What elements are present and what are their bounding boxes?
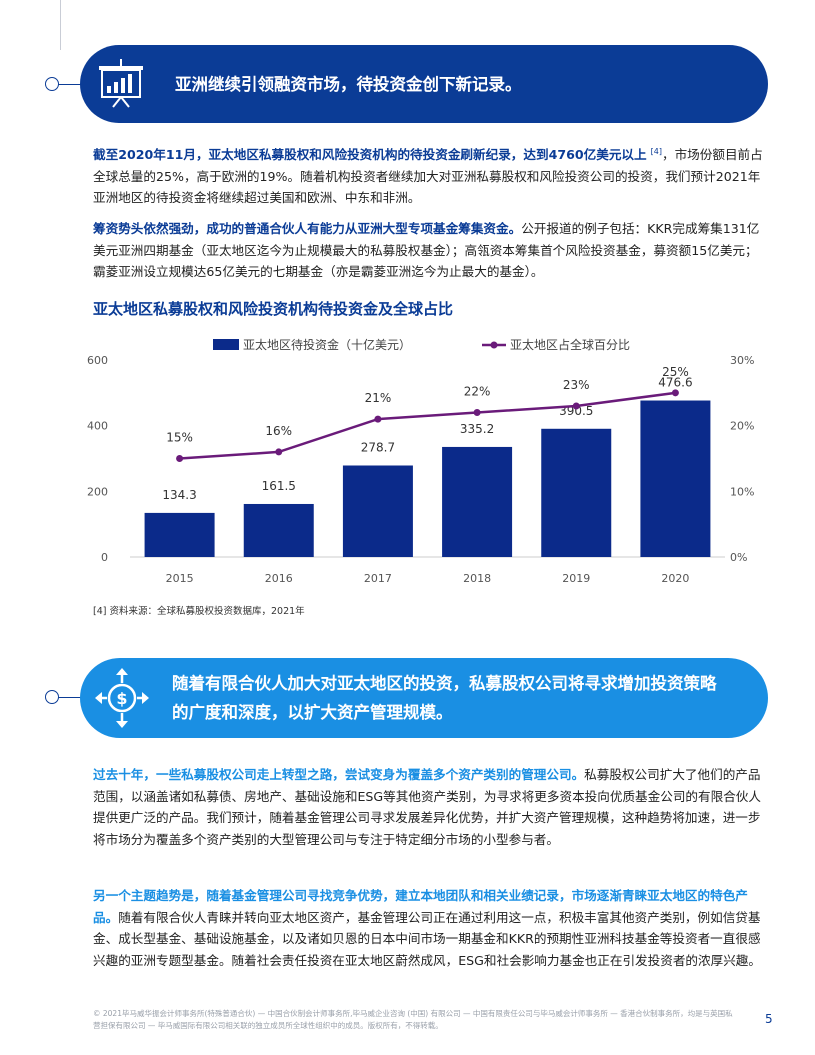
dry-powder-chart: 亚太地区待投资金（十亿美元） 亚太地区占全球百分比 0 200 400 600 0% 10% 2… <box>87 337 754 585</box>
section-title-2: 随着有限合伙人加大对亚太地区的投资，私募股权公司将寻求增加投资策略的广度和深度，… <box>172 674 717 722</box>
paragraph-2-lead: 筹资势头依然强劲，成功的普通合伙人有能力从亚洲大型专项基金筹集资金。 <box>93 221 522 236</box>
legend-label-line: 亚太地区占全球百分比 <box>510 337 630 352</box>
y-right-tick-label: 20% <box>730 420 754 433</box>
paragraph-4: 另一个主题趋势是，随着基金管理公司寻找竞争优势，建立本地团队和相关业绩记录，市场… <box>93 885 763 971</box>
paragraph-2-body: 公开报道的例子包括：KKR完成筹集131亿美元亚洲四期基金（亚太地区迄今为止规模… <box>93 221 760 279</box>
bar-value-label: 278.7 <box>361 440 395 454</box>
svg-text:$: $ <box>116 689 127 708</box>
bar-2018 <box>442 446 513 557</box>
paragraph-1-lead: 截至2020年11月，亚太地区私募股权和风险投资机构的待投资金刷新纪录，达到47… <box>93 147 647 163</box>
legend-label-bar: 亚太地区待投资金（十亿美元） <box>243 337 411 352</box>
legend-swatch-bar <box>213 339 239 350</box>
banner-connector-line <box>53 84 81 85</box>
y-right-tick-label: 10% <box>730 485 754 498</box>
bar-value-label: 161.5 <box>262 479 296 493</box>
x-tick-label: 2019 <box>562 572 590 585</box>
legend-marker-line <box>490 341 498 349</box>
share-value-label: 16% <box>265 424 292 438</box>
x-tick-label: 2017 <box>364 572 392 585</box>
share-point-2015 <box>176 455 184 462</box>
paragraph-1-body: ，市场份额目前占全球总量的25%，高于欧洲的19%。随着机构投资者继续加大对亚洲… <box>93 147 763 206</box>
reference-4: [4] <box>650 147 662 156</box>
banner-marker-circle-2 <box>45 690 59 704</box>
paragraph-1: 截至2020年11月，亚太地区私募股权和风险投资机构的待投资金刷新纪录，达到47… <box>93 141 763 209</box>
paragraph-3-lead: 过去十年，一些私募股权公司走上转型之路，尝试变身为覆盖多个资产类别的管理公司。 <box>93 767 585 782</box>
dollar-arrows-icon: $ <box>95 668 149 728</box>
x-tick-label: 2015 <box>166 572 194 585</box>
paragraph-2: 筹资势头依然强劲，成功的普通合伙人有能力从亚洲大型专项基金筹集资金。公开报道的例… <box>93 218 763 283</box>
share-value-label: 21% <box>365 391 392 405</box>
share-point-2019 <box>572 402 580 410</box>
bar-2016 <box>243 503 314 557</box>
section-banner-1: 亚洲继续引领融资市场，待投资金创下新记录。 <box>80 45 768 123</box>
chart-title: 亚太地区私募股权和风险投资机构待投资金及全球占比 <box>93 300 454 318</box>
presentation-chart-icon <box>99 59 143 108</box>
y-right-tick-label: 30% <box>730 354 754 367</box>
share-value-label: 22% <box>464 385 491 399</box>
bar-2020 <box>640 400 711 557</box>
share-value-label: 15% <box>166 431 193 445</box>
y-right-tick-label: 0% <box>730 551 747 564</box>
section-title-1: 亚洲继续引领融资市场，待投资金创下新记录。 <box>175 74 522 94</box>
y-left-tick-label: 600 <box>87 354 108 367</box>
bar-2017 <box>342 465 413 557</box>
paragraph-3-body: 私募股权公司扩大了他们的产品范围，以涵盖诸如私募债、房地产、基础设施和ESG等其… <box>93 767 761 847</box>
x-tick-label: 2018 <box>463 572 491 585</box>
paragraph-3: 过去十年，一些私募股权公司走上转型之路，尝试变身为覆盖多个资产类别的管理公司。私… <box>93 764 763 850</box>
page-number: 5 <box>765 1012 773 1026</box>
share-value-label: 23% <box>563 378 590 392</box>
banner-connector-line-2 <box>53 697 81 698</box>
share-point-2016 <box>275 448 283 456</box>
bar-2019 <box>541 428 612 557</box>
x-tick-label: 2016 <box>265 572 293 585</box>
bar-value-label: 335.2 <box>460 422 494 436</box>
paragraph-4-lead: 另一个主题趋势是，随着基金管理公司寻找竞争优势，建立本地团队和相关业绩记录，市场… <box>93 888 748 925</box>
y-left-tick-label: 0 <box>101 551 108 564</box>
share-point-2017 <box>374 415 382 423</box>
x-tick-label: 2020 <box>661 572 689 585</box>
section-banner-2: 随着有限合伙人加大对亚太地区的投资，私募股权公司将寻求增加投资策略的广度和深度，… <box>80 658 768 738</box>
share-point-2018 <box>473 409 481 417</box>
y-left-tick-label: 200 <box>87 485 108 498</box>
share-point-2020 <box>671 389 679 397</box>
bar-value-label: 476.6 <box>658 376 692 390</box>
banner-marker-circle <box>45 77 59 91</box>
bar-2015 <box>144 512 215 557</box>
top-connector-line <box>60 0 61 50</box>
footer-copyright: © 2021毕马威华振会计师事务所(特殊普通合伙) — 中国合伙制会计师事务所,… <box>93 1009 733 1030</box>
share-line <box>179 391 676 460</box>
share-value-label: 25% <box>662 365 689 379</box>
y-left-tick-label: 400 <box>87 420 108 433</box>
bar-value-label: 134.3 <box>162 488 196 502</box>
chart-footnote: [4] 资料来源：全球私募股权投资数据库，2021年 <box>93 606 305 617</box>
paragraph-4-body: 随着有限合伙人青睐并转向亚太地区资产，基金管理公司正在通过利用这一点，积极丰富其… <box>93 909 761 968</box>
